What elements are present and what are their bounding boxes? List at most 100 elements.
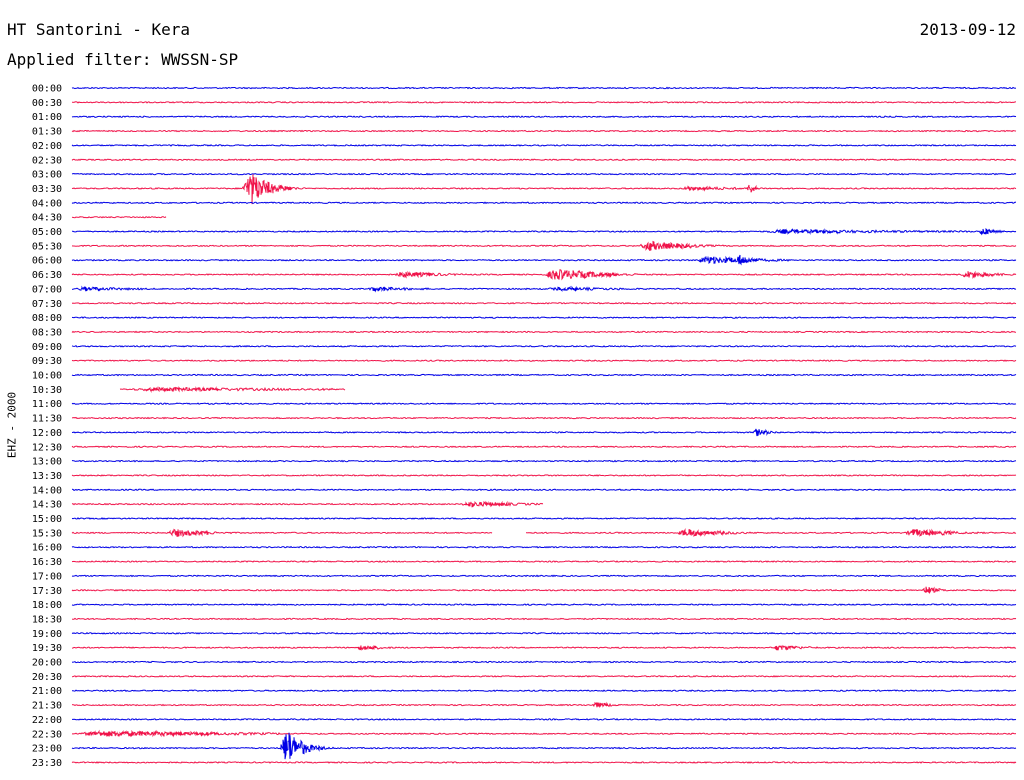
time-tick-label: 04:00 <box>32 198 62 209</box>
trace-line-2230 <box>71 729 1017 738</box>
time-tick-label: 18:30 <box>32 614 62 625</box>
trace-line-1330 <box>71 474 1017 477</box>
time-tick-label: 06:00 <box>32 256 62 267</box>
trace-line-1400 <box>71 488 1017 492</box>
trace-line-0730 <box>71 301 1017 305</box>
trace-line-1800 <box>71 603 1017 606</box>
trace-line-2100 <box>72 689 1017 693</box>
time-tick-label: 22:00 <box>32 715 62 726</box>
time-tick-label: 00:00 <box>32 84 62 95</box>
trace-line-0700 <box>71 285 1017 293</box>
trace-line-0800 <box>71 316 1017 319</box>
trace-line-0300 <box>71 172 1017 176</box>
time-tick-label: 01:00 <box>32 112 62 123</box>
time-tick-label: 20:00 <box>32 658 62 669</box>
time-tick-label: 06:30 <box>32 270 62 281</box>
trace-line-1130 <box>71 416 1017 420</box>
time-tick-label: 03:30 <box>32 184 62 195</box>
time-tick-label: 13:00 <box>32 457 62 468</box>
time-tick-label: 00:30 <box>32 98 62 109</box>
page-title: HT Santorini - Kera <box>7 20 191 39</box>
time-tick-label: 12:30 <box>32 442 62 453</box>
trace-line-1230 <box>71 445 1017 449</box>
trace-line-1500 <box>71 517 1017 520</box>
time-tick-label: 05:00 <box>32 227 62 238</box>
trace-line-0330 <box>71 174 1017 205</box>
time-tick-label: 11:00 <box>32 399 62 410</box>
trace-line-0130 <box>71 129 1017 133</box>
trace-line-1200 <box>71 428 1017 437</box>
trace-line-0100 <box>71 115 1017 119</box>
time-tick-label: 05:30 <box>32 241 62 252</box>
trace-line-0200 <box>71 144 1017 147</box>
trace-line-0930 <box>71 359 1017 362</box>
trace-line-0230 <box>71 158 1017 162</box>
time-tick-label: 20:30 <box>32 672 62 683</box>
time-tick-label: 15:30 <box>32 528 62 539</box>
time-tick-label: 21:30 <box>32 701 62 712</box>
time-tick-label: 17:30 <box>32 586 62 597</box>
time-tick-label: 02:00 <box>32 141 62 152</box>
trace-line-1430 <box>71 500 544 508</box>
trace-line-0900 <box>71 344 1017 348</box>
time-tick-label: 15:00 <box>32 514 62 525</box>
time-tick-label: 23:00 <box>32 744 62 755</box>
trace-line-1030 <box>119 386 346 394</box>
time-tick-label: 04:30 <box>32 213 62 224</box>
time-tick-label: 10:30 <box>32 385 62 396</box>
trace-line-1900 <box>71 631 1017 635</box>
time-tick-label: 11:30 <box>32 414 62 425</box>
trace-line-0430 <box>71 216 167 219</box>
trace-line-0030 <box>71 101 1016 104</box>
time-tick-label: 17:00 <box>32 571 62 582</box>
trace-line-1600 <box>71 545 1017 549</box>
time-tick-label: 01:30 <box>32 127 62 138</box>
time-tick-label: 22:30 <box>32 729 62 740</box>
time-tick-label: 16:30 <box>32 557 62 568</box>
time-tick-label: 16:00 <box>32 543 62 554</box>
trace-line-2000 <box>71 660 1017 664</box>
trace-line-1700 <box>71 574 1017 578</box>
filter-label: Applied filter: WWSSN-SP <box>7 50 239 69</box>
time-tick-label: 08:00 <box>32 313 62 324</box>
trace-line-0500 <box>71 228 1017 236</box>
time-tick-label: 21:00 <box>32 686 62 697</box>
time-tick-label: 09:00 <box>32 342 62 353</box>
trace-line-0830 <box>71 330 1017 334</box>
time-tick-label: 14:00 <box>32 485 62 496</box>
time-tick-label: 19:00 <box>32 629 62 640</box>
trace-line-2200 <box>72 718 1017 721</box>
trace-line-1530 <box>71 527 1017 538</box>
time-tick-label: 23:30 <box>32 758 62 769</box>
trace-line-1000 <box>71 373 1017 377</box>
trace-line-1930 <box>71 644 1017 651</box>
trace-line-0400 <box>71 201 1017 205</box>
time-tick-label: 08:30 <box>32 327 62 338</box>
trace-line-2130 <box>71 701 1017 709</box>
trace-line-0530 <box>71 240 1017 252</box>
time-tick-label: 02:30 <box>32 155 62 166</box>
time-tick-label: 12:00 <box>32 428 62 439</box>
trace-line-0000 <box>71 86 1017 90</box>
trace-line-2030 <box>71 675 1017 678</box>
trace-line-1300 <box>71 459 1017 463</box>
time-tick-label: 07:30 <box>32 299 62 310</box>
time-tick-label: 10:00 <box>32 371 62 382</box>
trace-line-1100 <box>71 402 1017 406</box>
trace-line-1830 <box>71 617 1017 621</box>
trace-line-2330 <box>71 761 1017 764</box>
time-tick-label: 03:00 <box>32 170 62 181</box>
trace-line-2300 <box>71 732 1017 760</box>
date-label: 2013-09-12 <box>919 20 1016 39</box>
trace-line-1630 <box>71 560 1017 563</box>
time-tick-label: 14:30 <box>32 500 62 511</box>
trace-line-1730 <box>71 586 1017 594</box>
time-tick-label: 07:00 <box>32 284 62 295</box>
time-tick-label: 18:00 <box>32 600 62 611</box>
time-tick-label: 19:30 <box>32 643 62 654</box>
time-tick-label: 09:30 <box>32 356 62 367</box>
trace-line-0600 <box>71 254 1017 266</box>
trace-line-0630 <box>71 269 1017 281</box>
time-tick-label: 13:30 <box>32 471 62 482</box>
